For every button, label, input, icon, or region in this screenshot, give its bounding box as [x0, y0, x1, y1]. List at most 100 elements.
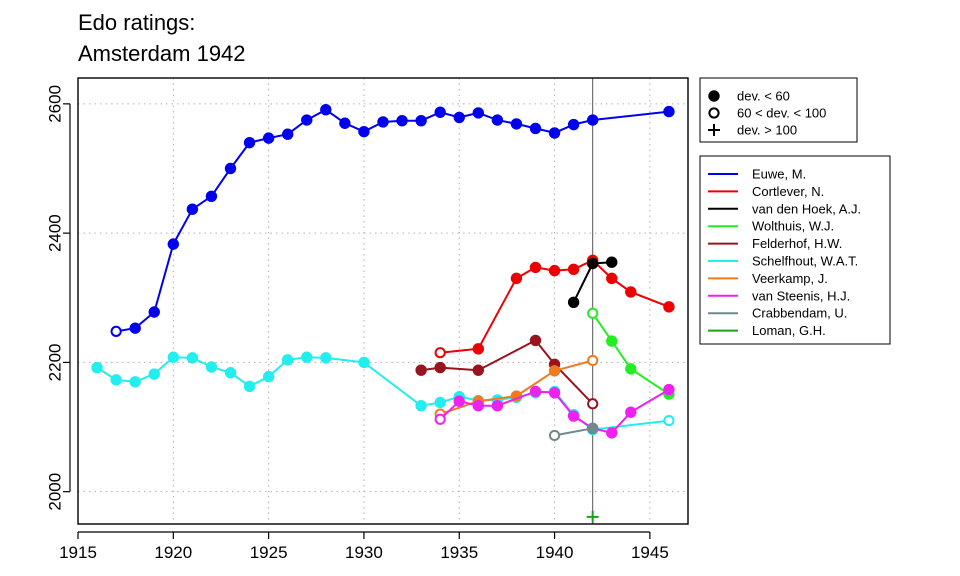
series-1 — [434, 254, 675, 359]
player-legend-label-2: van den Hoek, A.J. — [752, 201, 861, 216]
y-tick-label-2400: 2400 — [45, 214, 64, 252]
x-tick-label-1935: 1935 — [440, 543, 478, 562]
series-layer — [91, 103, 675, 523]
series-0 — [110, 103, 675, 337]
data-point-3-2 — [625, 363, 637, 375]
data-point-7-1 — [453, 395, 465, 407]
data-point-0-2 — [148, 306, 160, 318]
data-point-7-5 — [548, 387, 561, 399]
data-point-1-2 — [510, 272, 523, 285]
data-point-0-12 — [339, 117, 351, 129]
data-point-0-18 — [453, 111, 465, 124]
data-point-1-9 — [663, 301, 675, 313]
plot-frame — [77, 77, 689, 525]
deviation-legend-box — [699, 77, 858, 143]
player-legend-label-3: Wolthuis, W.J. — [752, 219, 834, 234]
data-point-6-4 — [587, 354, 599, 367]
data-point-4-1 — [434, 361, 446, 374]
chart-title-line-2: Amsterdam 1942 — [78, 41, 246, 66]
deviation-legend-label-1: 60 < dev. < 100 — [737, 106, 826, 121]
data-point-7-6 — [567, 410, 580, 422]
data-point-1-1 — [472, 343, 485, 355]
data-point-0-17 — [434, 106, 446, 118]
player-legend-label-0: Euwe, M. — [752, 167, 806, 182]
series-5 — [91, 351, 675, 436]
data-point-1-4 — [548, 264, 561, 277]
data-point-0-1 — [129, 322, 141, 334]
data-point-1-8 — [625, 286, 637, 298]
series-8 — [548, 422, 599, 442]
player-legend-label-4: Felderhof, H.W. — [752, 236, 842, 251]
data-point-8-0 — [548, 429, 561, 442]
data-point-7-3 — [491, 400, 504, 412]
data-point-7-8 — [606, 427, 618, 439]
data-point-4-0 — [415, 364, 427, 376]
data-point-5-6 — [205, 361, 218, 373]
data-point-1-7 — [606, 272, 618, 285]
data-point-5-0 — [91, 361, 103, 374]
data-point-0-8 — [262, 132, 275, 144]
data-point-4-5 — [587, 398, 599, 410]
data-point-1-3 — [529, 261, 542, 274]
data-point-0-5 — [205, 190, 218, 202]
series-line-4 — [420, 339, 594, 405]
series-line-0 — [115, 108, 670, 333]
data-point-0-3 — [167, 238, 180, 250]
data-point-5-12 — [320, 352, 332, 364]
data-point-1-5 — [567, 263, 580, 276]
data-point-2-1 — [586, 257, 599, 270]
x-tick-label-1925: 1925 — [250, 543, 288, 562]
data-point-3-1 — [606, 335, 618, 347]
player-legend: Euwe, M. Cortlever, N. van den Hoek, A.J. W… — [699, 155, 891, 345]
data-point-7-9 — [625, 406, 637, 418]
y-tick-label-2600: 2600 — [45, 85, 64, 123]
deviation-legend-marker-2 — [708, 124, 720, 136]
data-point-5-14 — [415, 400, 427, 412]
player-legend-label-9: Loman, G.H. — [752, 323, 826, 338]
x-tick-label-1915: 1915 — [59, 543, 97, 562]
data-point-4-3 — [529, 334, 542, 347]
data-point-5-9 — [262, 370, 275, 383]
data-point-5-15 — [434, 396, 446, 409]
data-point-0-23 — [548, 127, 561, 139]
data-point-7-0 — [434, 413, 446, 425]
x-tick-label-1920: 1920 — [154, 543, 192, 562]
series-line-1 — [440, 259, 670, 354]
data-point-5-24 — [663, 414, 675, 427]
data-point-5-13 — [358, 356, 370, 369]
deviation-legend-label-0: dev. < 60 — [737, 89, 790, 104]
player-legend-label-7: van Steenis, H.J. — [752, 288, 850, 303]
series-line-3 — [591, 312, 670, 395]
data-point-2-0 — [567, 296, 580, 308]
series-3 — [587, 307, 675, 400]
data-point-5-11 — [301, 351, 313, 363]
data-point-0-14 — [377, 116, 389, 128]
series-9 — [586, 510, 599, 523]
data-point-0-13 — [358, 125, 370, 138]
data-point-5-3 — [148, 368, 160, 380]
data-point-0-11 — [320, 103, 332, 116]
player-legend-label-8: Crabbendam, U. — [752, 306, 847, 321]
data-point-0-21 — [510, 118, 523, 130]
data-point-1-0 — [434, 347, 446, 359]
y-tick-label-2200: 2200 — [45, 343, 64, 381]
deviation-legend-marker-1 — [708, 107, 720, 119]
data-point-7-4 — [529, 385, 542, 398]
data-point-0-26 — [663, 105, 675, 118]
data-point-0-19 — [472, 107, 485, 119]
chart-title-line-1: Edo ratings: — [78, 10, 195, 35]
data-point-0-10 — [301, 114, 313, 126]
data-point-5-7 — [224, 367, 237, 379]
x-tick-label-1940: 1940 — [536, 543, 574, 562]
data-point-0-4 — [186, 203, 199, 215]
series-2 — [567, 256, 618, 308]
data-point-0-16 — [415, 114, 427, 127]
x-tick-label-1945: 1945 — [631, 543, 669, 562]
data-point-4-2 — [472, 364, 485, 376]
axes-layer: 1915 1920 1925 1930 1935 1940 1945 2000 2200 2400… — [45, 85, 668, 562]
deviation-legend-label-2: dev. > 100 — [737, 123, 797, 138]
deviation-legend-marker-0 — [708, 90, 720, 102]
data-point-5-10 — [281, 354, 294, 366]
data-point-0-25 — [586, 114, 599, 126]
data-point-3-0 — [587, 307, 599, 319]
